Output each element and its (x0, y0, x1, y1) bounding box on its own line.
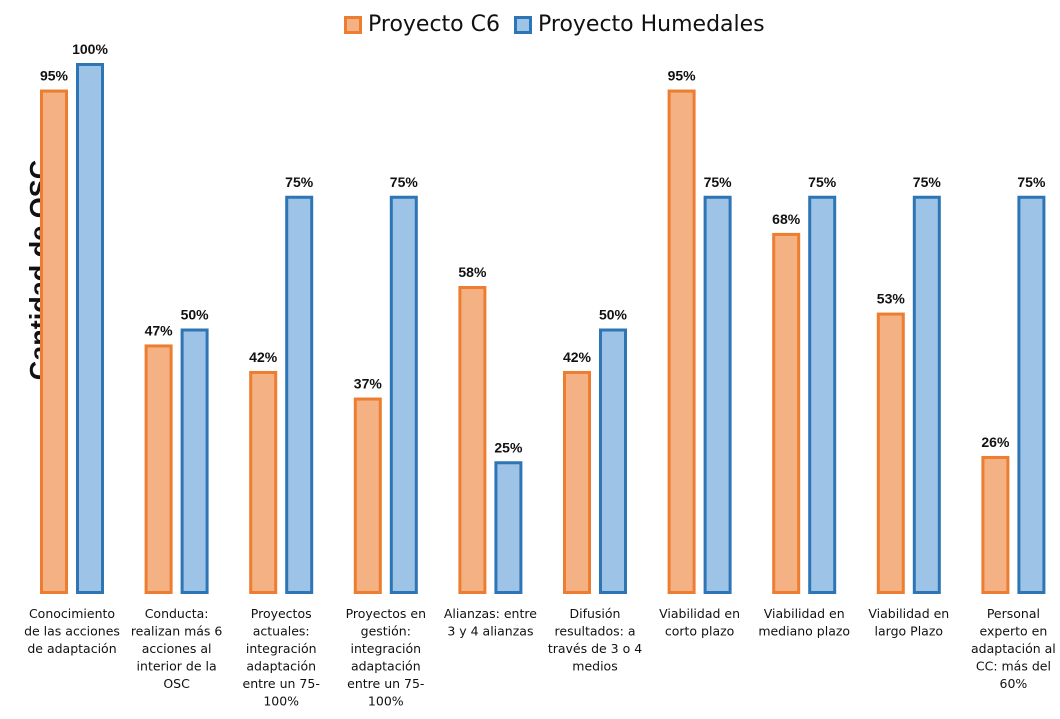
data-label-humedales-8: 75% (913, 174, 942, 190)
bar-c6-5 (563, 370, 591, 595)
data-label-humedales-7: 75% (808, 174, 837, 190)
bar-c6-7 (772, 232, 801, 594)
bar-c6-6 (667, 89, 696, 595)
x-tick-label-6: Viabilidad en corto plazo (659, 606, 740, 639)
x-tick-label-3: Proyectos en gestión: integración adaptació… (346, 606, 426, 709)
data-label-humedales-4: 25% (494, 439, 523, 455)
bar-humedales-7 (808, 195, 837, 594)
x-tick-label-0: Conocimiento de las acciones de adaptación (24, 606, 120, 656)
bar-humedales-9 (1017, 195, 1046, 594)
legend-label-humedales: Proyecto Humedales (538, 12, 765, 37)
x-tick-label-2: Proyectos actuales: integración adaptación e… (243, 606, 320, 709)
x-tick-label-9: Personal experto en adaptación al CC: más d… (971, 606, 1056, 691)
data-label-c6-5: 42% (563, 349, 592, 365)
bar-humedales-6 (703, 195, 732, 594)
x-tick-label-5: Difusión resultados: a través de 3 o 4 medi… (548, 606, 642, 674)
bar-humedales-4 (494, 461, 523, 594)
data-label-humedales-2: 75% (285, 174, 314, 190)
bar-c6-1 (144, 344, 173, 594)
data-label-c6-3: 37% (354, 376, 383, 392)
data-label-c6-0: 95% (40, 68, 69, 84)
bar-humedales-3 (389, 195, 418, 594)
data-label-c6-1: 47% (145, 322, 174, 338)
data-label-humedales-6: 75% (704, 174, 733, 190)
data-label-humedales-0: 100% (72, 41, 108, 57)
legend-swatch-humedales (514, 15, 532, 34)
bar-c6-9 (981, 455, 1010, 594)
data-label-c6-6: 95% (668, 68, 697, 84)
bar-humedales-0 (76, 63, 104, 594)
legend-swatch-c6 (344, 15, 362, 34)
bar-c6-0 (40, 89, 68, 595)
legend-item-humedales[interactable]: Proyecto Humedales (514, 12, 765, 37)
x-tick-label-1: Conducta: realizan más 6 acciones al interi… (131, 606, 223, 691)
bar-c6-2 (249, 370, 278, 595)
bar-c6-4 (458, 286, 487, 594)
data-label-c6-2: 42% (249, 349, 278, 365)
data-label-humedales-3: 75% (390, 174, 419, 190)
chart-legend: Proyecto C6 Proyecto Humedales (344, 12, 765, 37)
bar-humedales-8 (912, 195, 941, 594)
data-label-c6-7: 68% (772, 211, 801, 227)
data-label-humedales-5: 50% (599, 307, 628, 323)
bar-c6-3 (353, 397, 382, 594)
bar-c6-8 (876, 312, 905, 594)
data-label-humedales-9: 75% (1017, 174, 1046, 190)
data-label-humedales-1: 50% (181, 307, 210, 323)
bar-humedales-5 (599, 328, 627, 594)
data-label-c6-4: 58% (458, 264, 487, 280)
legend-item-c6[interactable]: Proyecto C6 (344, 12, 500, 37)
x-tick-label-4: Alianzas: entre 3 y 4 alianzas (444, 606, 537, 639)
x-tick-label-7: Viabilidad en mediano plazo (758, 606, 850, 639)
bar-humedales-2 (285, 195, 314, 594)
data-label-c6-8: 53% (877, 291, 906, 307)
bar-humedales-1 (180, 328, 209, 594)
legend-label-c6: Proyecto C6 (368, 12, 500, 37)
data-label-c6-9: 26% (981, 434, 1010, 450)
x-tick-label-8: Viabilidad en largo Plazo (868, 606, 949, 639)
